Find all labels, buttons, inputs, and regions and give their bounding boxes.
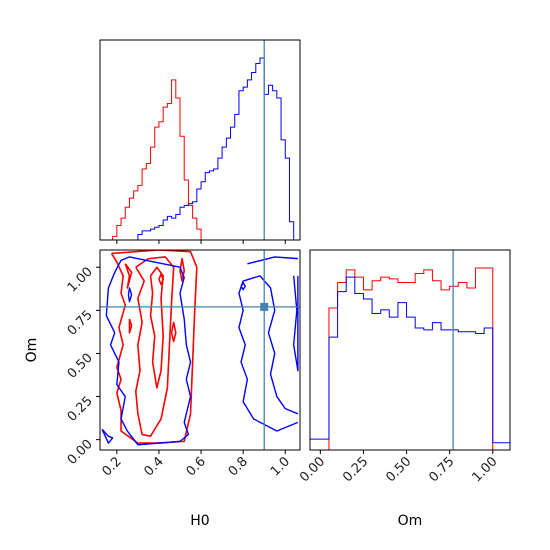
- h0-tick-label: 0.2: [99, 454, 124, 479]
- contour-red-1: [134, 256, 175, 438]
- y-axis-label-om: Om: [24, 338, 40, 363]
- om-histogram-panel: 0.00 0.25 0.50 0.75 1.00 Om: [297, 249, 511, 529]
- h0-tick-label: 0.6: [184, 454, 209, 479]
- om-histogram-red: [310, 267, 510, 451]
- om-tick-label: 0.50: [65, 351, 96, 382]
- contour-red-6: [128, 318, 133, 334]
- contour-red-4: [179, 257, 186, 282]
- om-tick-label: 0.25: [340, 454, 371, 485]
- contour-red-2: [149, 266, 164, 389]
- om-x-ticks: 0.00 0.25 0.50 0.75 1.00: [297, 450, 501, 485]
- h0-tick-label: 1.0: [268, 454, 293, 479]
- om-histogram-blue: [309, 276, 511, 450]
- contour-blue-3: [292, 275, 299, 372]
- contour-blue-1: [247, 256, 298, 265]
- h0-tick-label: 0.8: [226, 454, 251, 479]
- contour-blue-5: [240, 282, 246, 291]
- h0-histogram-red-layer: [100, 79, 298, 241]
- contour-red-3: [124, 263, 133, 289]
- om-histogram-blue-layer: [309, 276, 511, 450]
- h0-om-contour-panel: 0.2 0.4 0.6 0.8 1.0 0.000.250.500.751.00 H0 …: [24, 249, 301, 529]
- om-histogram-frame: [309, 249, 511, 451]
- x-axis-label-om: Om: [398, 513, 423, 529]
- om-tick-label: 0.00: [297, 454, 328, 485]
- om-tick-label: 0.25: [65, 394, 96, 425]
- h0-histogram-blue-layer: [100, 57, 298, 241]
- contour-red-0: [110, 250, 198, 444]
- h0-histogram-panel: [99, 39, 301, 244]
- contour-blue-0: [105, 256, 192, 446]
- contour-frame: [99, 249, 301, 451]
- om-tick-label: 0.75: [426, 454, 457, 485]
- h0-histogram-red: [100, 79, 298, 241]
- h0-x-ticks: 0.2 0.4 0.6 0.8 1.0: [99, 450, 293, 479]
- h0-histogram-ticks: [116, 240, 286, 244]
- h0-histogram-blue: [100, 57, 298, 241]
- contour-red-5: [170, 321, 177, 343]
- contour-layer: [101, 250, 299, 446]
- om-histogram-red-layer: [310, 267, 510, 451]
- om-tick-label: 0.00: [65, 437, 96, 468]
- contour-red-7: [158, 273, 164, 286]
- om-tick-label: 1.00: [65, 264, 96, 295]
- om-tick-label: 0.75: [65, 308, 96, 339]
- x-axis-label-h0: H0: [190, 513, 209, 529]
- contour-blue-6: [127, 287, 133, 303]
- contour-blue-2: [238, 275, 299, 432]
- om-tick-label: 0.50: [383, 454, 414, 485]
- truth-marker: [260, 302, 269, 311]
- h0-histogram-frame: [99, 39, 301, 241]
- contour-blue-4: [101, 428, 114, 444]
- h0-tick-label: 0.4: [142, 454, 167, 479]
- om-tick-label: 1.00: [470, 454, 501, 485]
- om-y-ticks: 0.00 0.25 0.50 0.75 1.00: [65, 264, 100, 468]
